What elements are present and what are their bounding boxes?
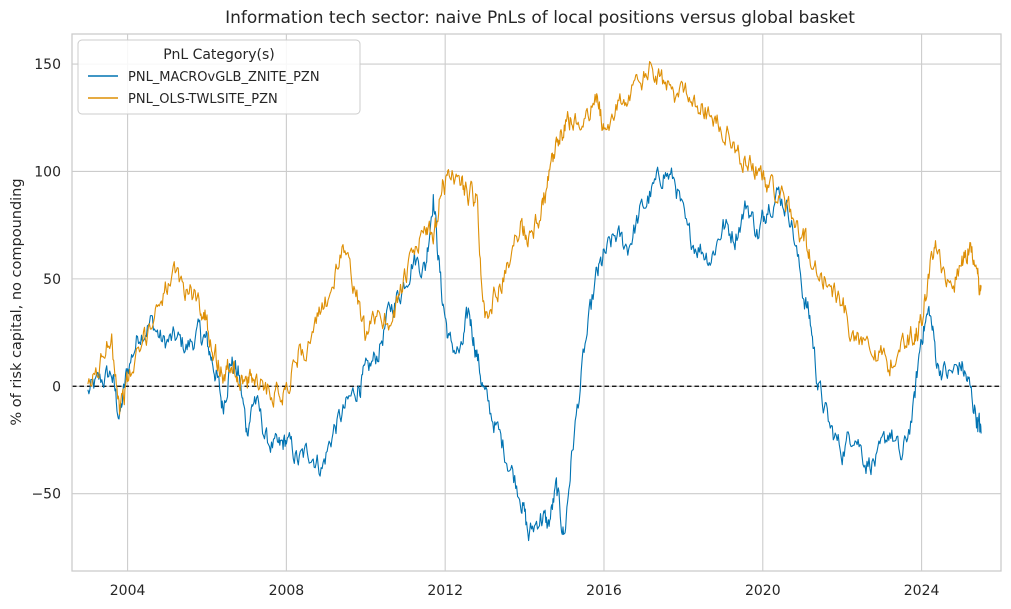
series-line-macro bbox=[87, 166, 982, 542]
x-tick-label: 2012 bbox=[427, 583, 463, 599]
x-tick-label: 2016 bbox=[586, 583, 622, 599]
series-line-ols bbox=[87, 61, 982, 415]
y-tick-label: 0 bbox=[52, 379, 61, 395]
legend-title: PnL Category(s) bbox=[163, 47, 275, 63]
legend-label-macro: PNL_MACROvGLB_ZNITE_PZN bbox=[128, 70, 320, 85]
x-tick-label: 2020 bbox=[745, 583, 781, 599]
y-tick-label: 150 bbox=[34, 57, 61, 73]
y-axis-label: % of risk capital, no compounding bbox=[9, 178, 25, 425]
y-tick-label: 100 bbox=[34, 164, 61, 180]
plot-frame bbox=[71, 33, 1002, 572]
chart-title: Information tech sector: naive PnLs of l… bbox=[225, 8, 855, 28]
plot-area bbox=[72, 34, 1001, 571]
x-tick-label: 2024 bbox=[904, 583, 940, 599]
x-tick-label: 2004 bbox=[110, 583, 146, 599]
y-tick-label: −50 bbox=[31, 487, 61, 503]
y-tick-label: 50 bbox=[43, 272, 61, 288]
grid bbox=[72, 34, 1001, 571]
tick-labels: 2004 2008 2012 2016 2020 2024 −50 0 50 100 150 bbox=[31, 57, 939, 599]
legend-box bbox=[77, 39, 361, 115]
legend-label-ols: PNL_OLS-TWLSITE_PZN bbox=[128, 92, 278, 107]
x-tick-label: 2008 bbox=[269, 583, 305, 599]
legend: PnL Category(s) PNL_MACROvGLB_ZNITE_PZN … bbox=[77, 39, 361, 115]
series-group bbox=[87, 61, 982, 542]
